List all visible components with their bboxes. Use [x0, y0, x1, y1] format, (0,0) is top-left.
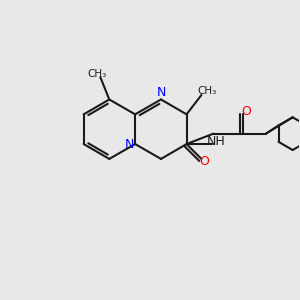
Text: N: N: [125, 138, 134, 151]
Text: N: N: [156, 86, 166, 99]
Text: NH: NH: [206, 136, 225, 148]
Text: CH₃: CH₃: [198, 86, 217, 96]
Text: CH₃: CH₃: [88, 69, 107, 79]
Text: O: O: [242, 105, 251, 118]
Text: O: O: [200, 155, 209, 168]
